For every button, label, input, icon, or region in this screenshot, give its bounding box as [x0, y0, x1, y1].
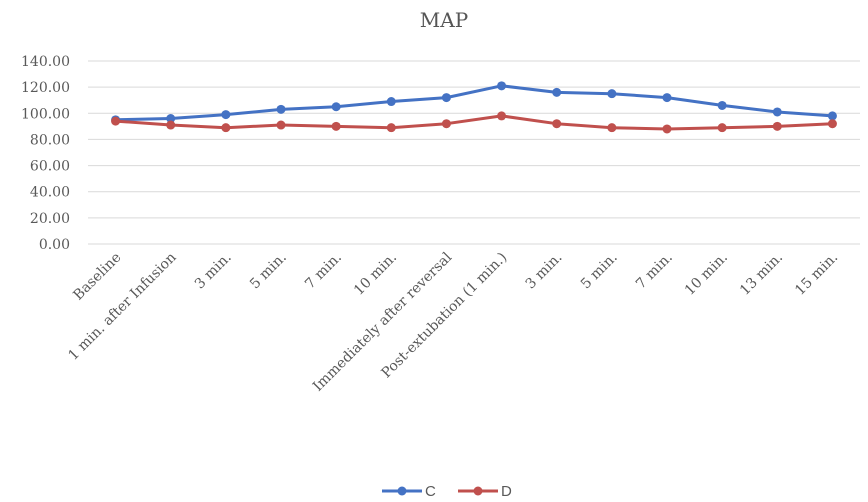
chart-title: MAP	[420, 8, 468, 32]
series-lines	[111, 81, 837, 134]
data-point-c	[166, 114, 176, 124]
legend-marker-c	[397, 486, 407, 496]
x-tick-label: Baseline	[70, 250, 124, 304]
data-point-c	[662, 93, 672, 103]
y-tick-label: 20.00	[30, 211, 70, 227]
x-tick-label: 7 min.	[633, 250, 676, 293]
x-tick-label: 1 min. after Infusion	[65, 250, 179, 364]
y-tick-label: 140.00	[21, 54, 70, 70]
y-tick-label: 60.00	[30, 159, 70, 175]
y-tick-label: 40.00	[30, 185, 70, 201]
data-point-d	[441, 119, 451, 129]
data-point-c	[827, 111, 837, 121]
data-point-d	[331, 121, 341, 131]
data-point-d	[607, 123, 617, 133]
y-tick-label: 120.00	[21, 80, 70, 96]
x-tick-label: 5 min.	[247, 250, 290, 293]
data-point-d	[662, 124, 672, 134]
data-point-d	[827, 119, 837, 129]
data-point-c	[607, 89, 617, 99]
x-tick-label: 15 min.	[792, 250, 841, 299]
data-point-d	[497, 111, 507, 121]
series-line-c	[114, 84, 834, 122]
x-tick-label: 13 min.	[737, 250, 786, 299]
x-tick-label: 10 min.	[351, 250, 400, 299]
data-point-c	[386, 97, 396, 107]
y-axis-ticks: 0.00 20.00 40.00 60.00 80.00 100.00 120.00 140.…	[21, 54, 70, 253]
data-point-d	[166, 120, 176, 130]
data-point-c	[772, 107, 782, 117]
x-tick-label: 10 min.	[682, 250, 731, 299]
y-tick-label: 100.00	[21, 106, 70, 122]
data-point-c	[497, 81, 507, 91]
x-tick-label: 7 min.	[302, 250, 345, 293]
data-point-d	[386, 123, 396, 133]
data-point-c	[441, 93, 451, 103]
y-tick-label: 0.00	[39, 237, 70, 253]
data-point-c	[717, 100, 727, 110]
legend-marker-d	[473, 486, 483, 496]
data-point-c	[276, 104, 286, 114]
data-point-c	[331, 102, 341, 112]
y-tick-label: 80.00	[30, 132, 70, 148]
data-point-d	[111, 116, 121, 126]
x-tick-label: 3 min.	[192, 250, 235, 293]
data-point-d	[772, 121, 782, 131]
gridlines	[88, 60, 860, 245]
series-line-d	[114, 114, 834, 131]
x-tick-label: 3 min.	[523, 250, 566, 293]
data-point-d	[552, 119, 562, 129]
data-point-c	[552, 87, 562, 97]
legend-label-d: D	[501, 483, 512, 500]
data-point-c	[221, 110, 231, 120]
legend-label-c: C	[425, 483, 436, 500]
data-point-d	[221, 123, 231, 133]
data-point-d	[276, 120, 286, 130]
x-tick-label: 5 min.	[578, 250, 621, 293]
data-point-d	[717, 123, 727, 133]
